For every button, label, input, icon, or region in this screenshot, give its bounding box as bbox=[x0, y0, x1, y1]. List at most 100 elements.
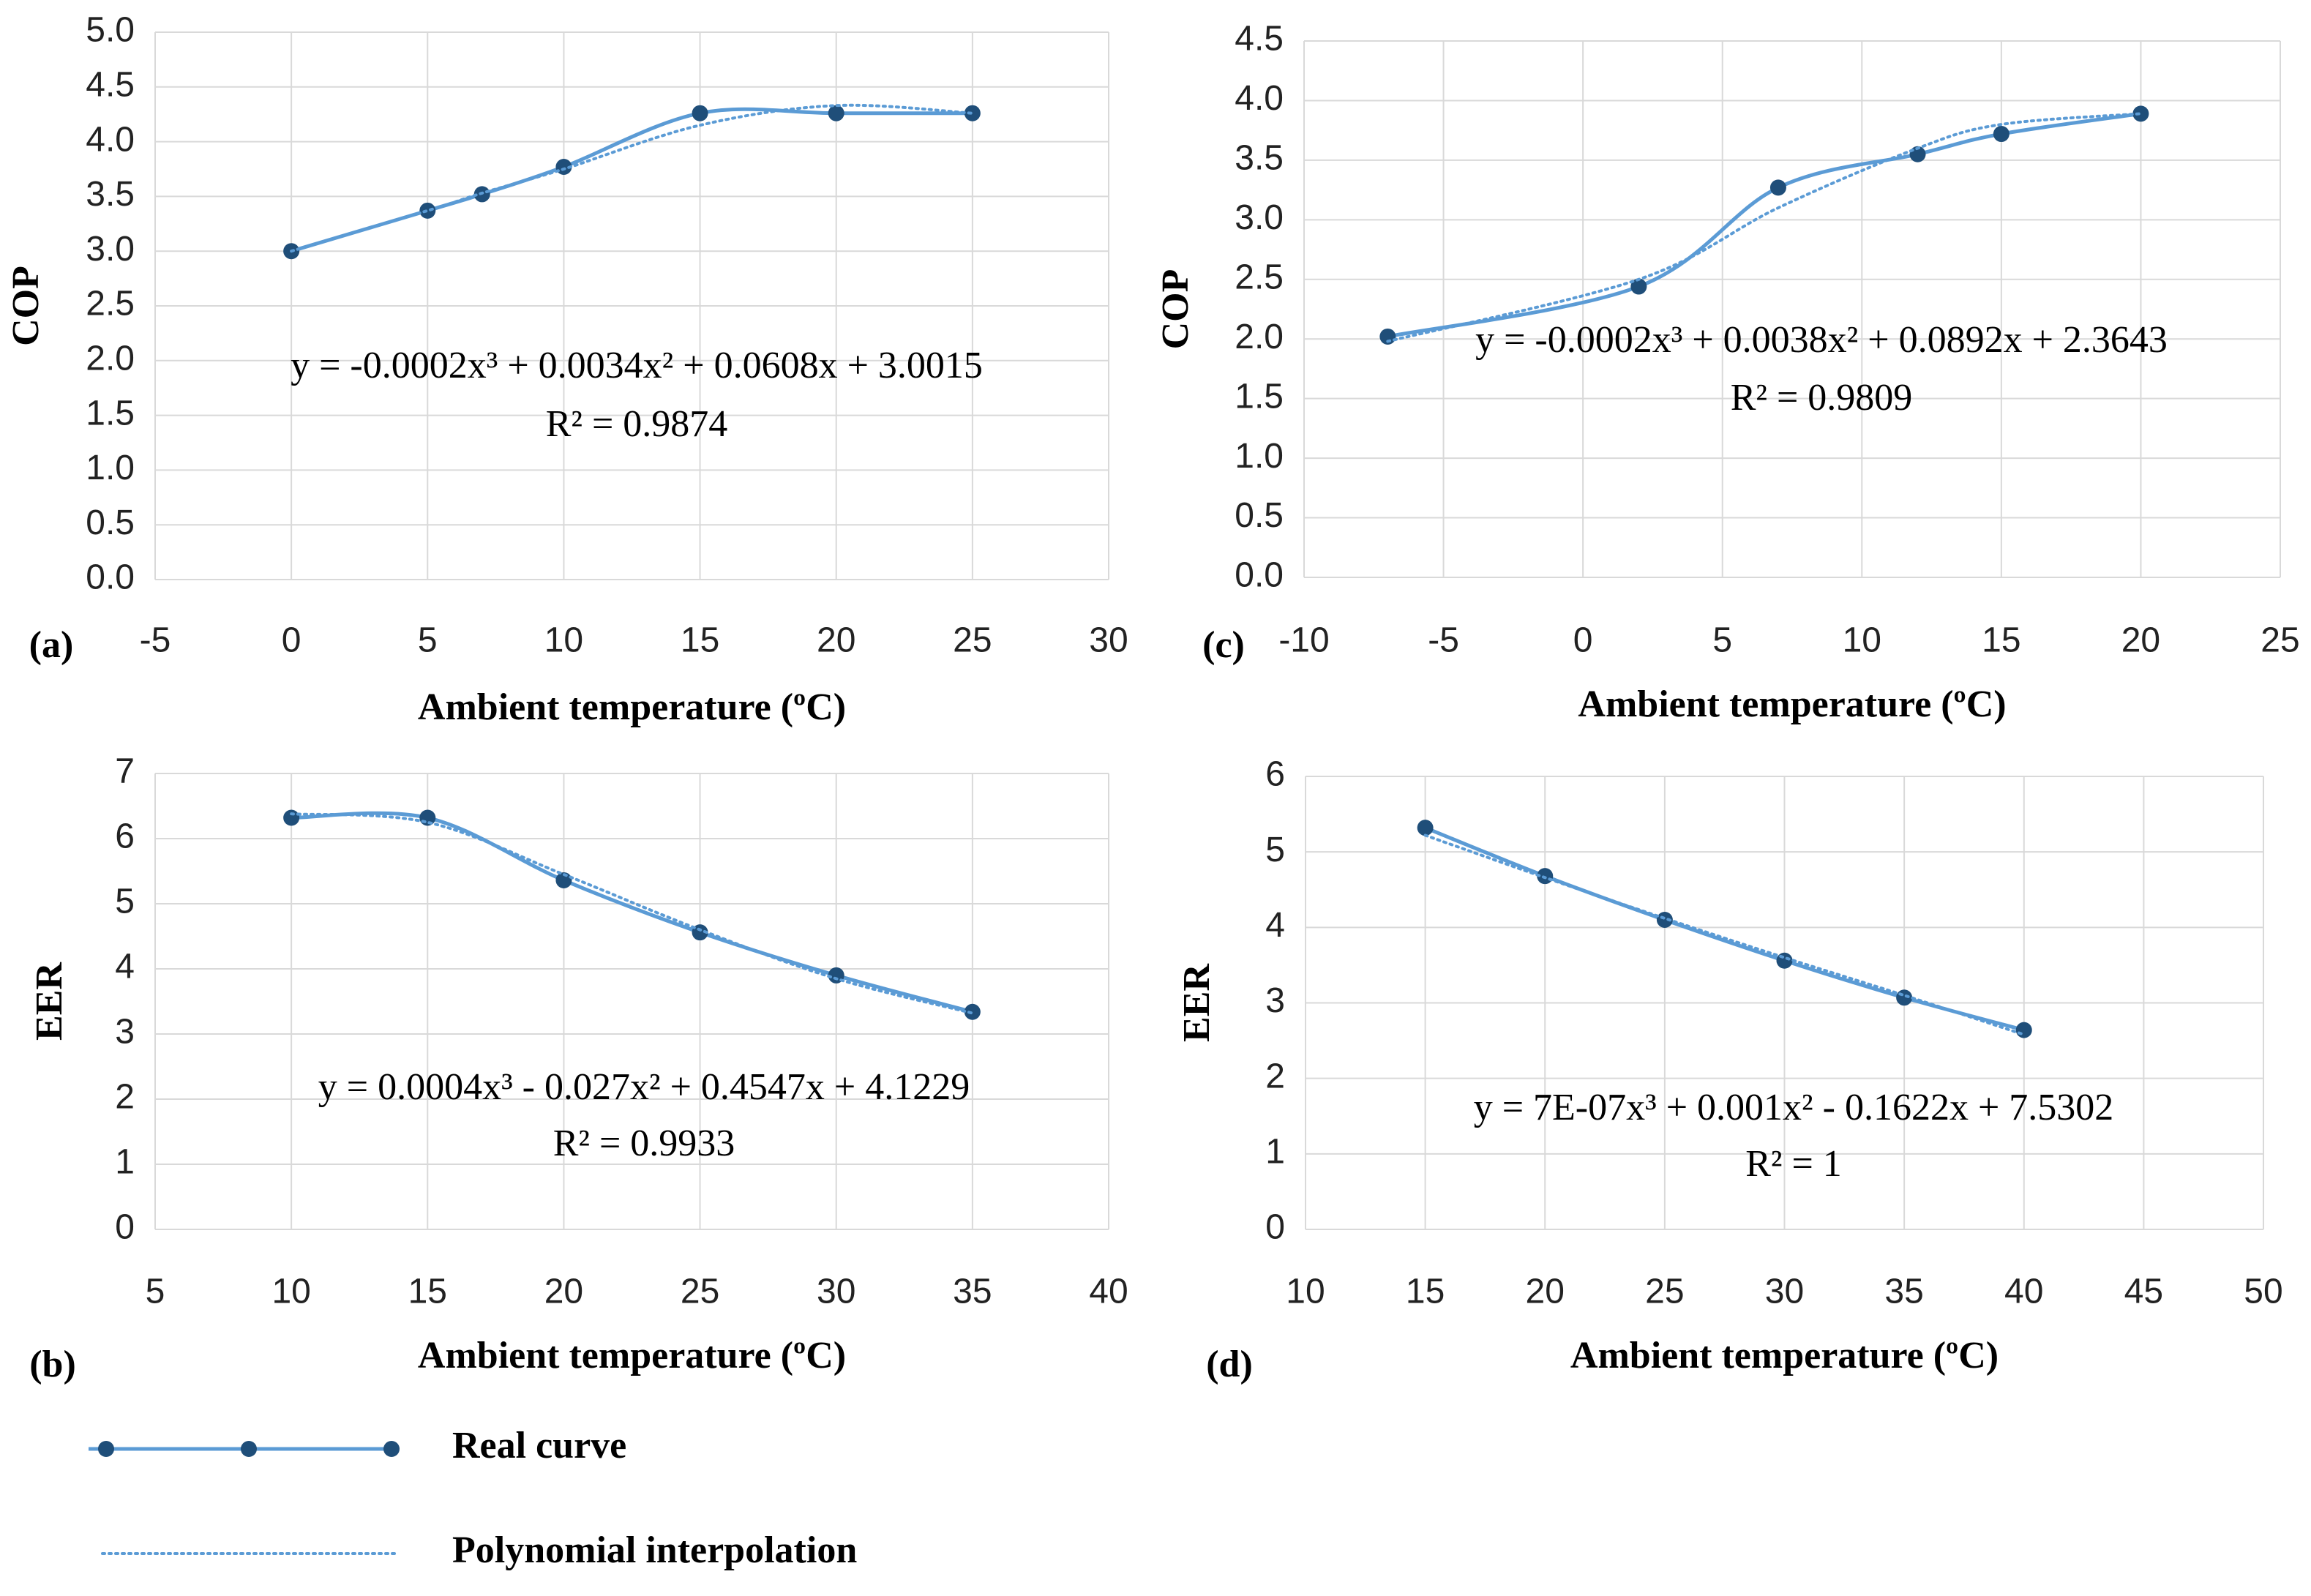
chart-panel: 0.0 0.5 1.0 1.5 2.0 2.5 3.0 3.5 4.0 4.5 5.0 -5 0 5 10 1… bbox=[5, 11, 1128, 728]
y-axis-title: COP bbox=[1155, 269, 1196, 350]
y-axis-title: COP bbox=[5, 266, 47, 346]
data-point bbox=[692, 924, 708, 941]
data-point bbox=[1630, 278, 1647, 295]
y-tick-label: 0.5 bbox=[86, 503, 135, 542]
y-tick-label: 4.5 bbox=[1235, 20, 1284, 59]
panel-label: (a) bbox=[29, 624, 74, 666]
trend-line bbox=[1423, 833, 2026, 1036]
data-point bbox=[1417, 820, 1434, 836]
y-tick-label: 2 bbox=[1265, 1057, 1285, 1095]
y-tick-label: 5.0 bbox=[86, 11, 135, 50]
r-squared: R² = 0.9874 bbox=[546, 403, 728, 445]
y-tick-label: 4 bbox=[1265, 906, 1285, 945]
y-tick-label: 1.0 bbox=[1235, 437, 1284, 476]
y-tick-label: 5 bbox=[1265, 831, 1285, 869]
x-axis-title: Ambient temperature (ºC) bbox=[1570, 1335, 1999, 1376]
y-tick-label: 2.5 bbox=[86, 285, 135, 323]
y-tick-label: 4.0 bbox=[86, 120, 135, 159]
x-axis-title: Ambient temperature (ºC) bbox=[418, 1335, 846, 1376]
r-squared: R² = 1 bbox=[1745, 1143, 1842, 1185]
y-tick-label: 3.5 bbox=[86, 175, 135, 214]
x-tick-label: 30 bbox=[817, 1273, 855, 1311]
y-tick-label: 0 bbox=[115, 1208, 135, 1247]
y-tick-label: 1.0 bbox=[86, 449, 135, 487]
equation: y = 7E-07x³ + 0.001x² - 0.1622x + 7.5302 bbox=[1474, 1087, 2114, 1128]
x-tick-label: 20 bbox=[1526, 1273, 1565, 1311]
x-tick-label: 45 bbox=[2124, 1273, 2163, 1311]
y-tick-label: 1 bbox=[115, 1143, 135, 1182]
y-tick-label: 2.5 bbox=[1235, 258, 1284, 296]
y-tick-label: 1.5 bbox=[86, 394, 135, 432]
y-tick-label: 2 bbox=[115, 1078, 135, 1117]
y-tick-label: 3.0 bbox=[86, 230, 135, 269]
x-tick-label: -5 bbox=[1428, 621, 1459, 660]
data-point bbox=[828, 105, 844, 121]
y-axis-title: EER bbox=[29, 962, 70, 1041]
y-tick-label: 1.5 bbox=[1235, 377, 1284, 416]
x-tick-label: 40 bbox=[1089, 1273, 1128, 1311]
data-point bbox=[692, 105, 708, 121]
legend-label: Real curve bbox=[452, 1425, 626, 1466]
chart-panel: 0 1 2 3 4 5 6 7 5 10 15 20 25 30 35 40 y = 0.0004x³ - 0.… bbox=[29, 752, 1128, 1385]
x-tick-label: 20 bbox=[544, 1273, 583, 1311]
x-tick-label: 5 bbox=[418, 621, 438, 660]
x-tick-label: 25 bbox=[2261, 621, 2299, 660]
y-tick-label: 0 bbox=[1265, 1208, 1285, 1247]
y-tick-label: 3 bbox=[1265, 981, 1285, 1020]
data-point bbox=[964, 1003, 981, 1020]
legend-marker bbox=[98, 1441, 114, 1457]
x-tick-label: 10 bbox=[1843, 621, 1881, 660]
data-point bbox=[2132, 105, 2149, 122]
chart-panel: 0.0 0.5 1.0 1.5 2.0 2.5 3.0 3.5 4.0 4.5 -10 -5 0 5 10 1… bbox=[1155, 20, 2300, 725]
y-tick-label: 4.0 bbox=[1235, 79, 1284, 118]
y-tick-label: 4.5 bbox=[86, 65, 135, 104]
trend-line bbox=[1386, 112, 2143, 343]
data-point bbox=[964, 105, 981, 121]
x-tick-label: 20 bbox=[2121, 621, 2160, 660]
x-tick-label: 40 bbox=[2004, 1273, 2043, 1311]
x-tick-label: 35 bbox=[953, 1273, 992, 1311]
x-tick-label: -10 bbox=[1278, 621, 1329, 660]
x-tick-label: 0 bbox=[1573, 621, 1593, 660]
data-point bbox=[2015, 1022, 2032, 1038]
y-tick-label: 4 bbox=[115, 948, 135, 986]
data-line bbox=[291, 107, 973, 253]
x-tick-label: 25 bbox=[681, 1273, 719, 1311]
y-tick-label: 2.0 bbox=[1235, 318, 1284, 356]
x-tick-label: 15 bbox=[681, 621, 719, 660]
legend-label: Polynomial interpolation bbox=[452, 1529, 857, 1571]
panel-label: (b) bbox=[29, 1344, 76, 1385]
data-point bbox=[1776, 952, 1793, 969]
x-tick-label: 30 bbox=[1089, 621, 1128, 660]
x-tick-label: 0 bbox=[282, 621, 301, 660]
y-axis-title: EER bbox=[1176, 963, 1218, 1042]
y-tick-label: 0.5 bbox=[1235, 496, 1284, 535]
y-tick-label: 1 bbox=[1265, 1133, 1285, 1172]
equation: y = 0.0004x³ - 0.027x² + 0.4547x + 4.122… bbox=[318, 1066, 970, 1108]
data-point bbox=[555, 872, 572, 888]
y-tick-label: 6 bbox=[1265, 755, 1285, 794]
data-point bbox=[1379, 328, 1396, 345]
y-tick-label: 7 bbox=[115, 752, 135, 791]
data-point bbox=[1656, 912, 1673, 929]
equation: y = -0.0002x³ + 0.0038x² + 0.0892x + 2.3… bbox=[1475, 319, 2168, 361]
equation: y = -0.0002x³ + 0.0034x² + 0.0608x + 3.0… bbox=[291, 345, 983, 386]
x-tick-label: 5 bbox=[1712, 621, 1732, 660]
y-tick-label: 6 bbox=[115, 817, 135, 856]
x-tick-label: 10 bbox=[271, 1273, 310, 1311]
x-tick-label: 30 bbox=[1765, 1273, 1804, 1311]
data-point bbox=[283, 809, 300, 826]
data-line bbox=[291, 811, 973, 1014]
y-tick-label: 0.0 bbox=[86, 558, 135, 597]
x-tick-label: 15 bbox=[1982, 621, 2020, 660]
panel-label: (d) bbox=[1206, 1344, 1253, 1385]
y-tick-label: 3.5 bbox=[1235, 139, 1284, 178]
x-axis-title: Ambient temperature (ºC) bbox=[1578, 683, 2006, 725]
data-line bbox=[1387, 111, 2141, 339]
y-tick-label: 2.0 bbox=[86, 339, 135, 378]
legend: Real curve Polynomial interpolation bbox=[89, 1425, 857, 1571]
data-point bbox=[1769, 179, 1786, 196]
y-tick-label: 5 bbox=[115, 883, 135, 921]
data-point bbox=[1896, 989, 1913, 1006]
